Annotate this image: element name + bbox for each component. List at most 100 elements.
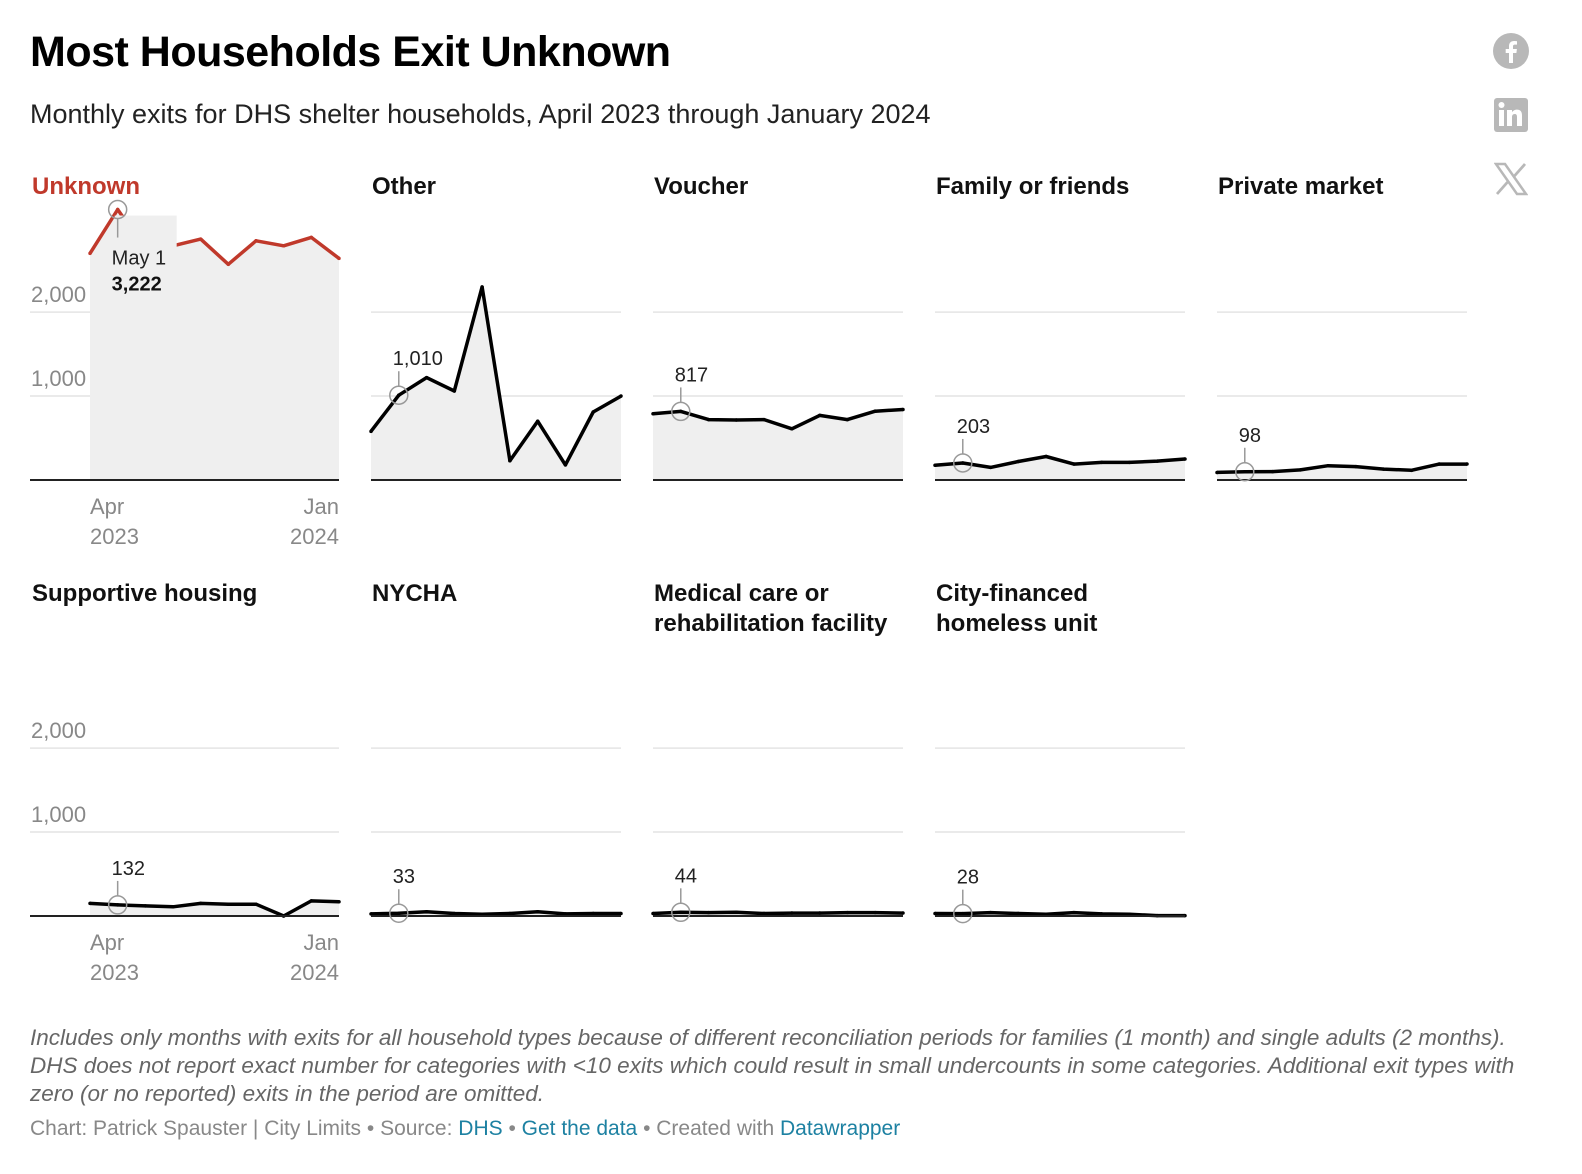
x-icon <box>1494 162 1528 196</box>
data-point <box>591 911 595 916</box>
data-point <box>651 411 655 416</box>
data-point <box>679 409 683 414</box>
x-share-button[interactable] <box>1492 160 1530 198</box>
panel-title: Family or friends <box>936 173 1130 200</box>
data-point <box>988 910 993 915</box>
x-tick-month: Apr <box>90 494 124 519</box>
data-point <box>901 911 905 915</box>
data-point <box>452 389 457 393</box>
data-point <box>1016 459 1021 464</box>
data-point <box>563 912 568 916</box>
x-tick-year: 2023 <box>90 960 139 985</box>
data-point <box>198 901 203 906</box>
data-point <box>115 903 120 907</box>
annotation-value: 33 <box>393 866 415 888</box>
x-tick-month: Apr <box>90 930 124 955</box>
data-point <box>1072 910 1076 915</box>
data-point <box>369 429 373 434</box>
facebook-share-button[interactable] <box>1492 32 1530 70</box>
data-point <box>706 417 711 422</box>
panel-title: Other <box>372 173 437 200</box>
data-point <box>226 902 231 906</box>
data-point <box>1354 464 1358 469</box>
annotation-value: 132 <box>112 858 145 880</box>
y-tick-label: 1,000 <box>31 366 86 391</box>
data-point <box>309 899 314 903</box>
panel-title: Unknown <box>32 173 140 200</box>
annotation-value: 1,010 <box>393 348 443 370</box>
annotation-value: 28 <box>957 867 979 889</box>
data-point <box>1072 462 1076 466</box>
data-point <box>1270 469 1275 474</box>
data-point <box>734 418 739 422</box>
data-point <box>254 902 258 906</box>
x-tick-year: 2024 <box>290 524 339 549</box>
data-point <box>1016 911 1021 916</box>
data-point <box>1243 470 1247 474</box>
x-tick-year: 2024 <box>290 960 339 985</box>
data-point <box>281 244 286 248</box>
annotation-value: 203 <box>957 416 990 438</box>
data-point <box>1465 462 1469 466</box>
data-point <box>933 463 937 468</box>
data-point <box>1099 460 1104 465</box>
data-point <box>988 465 993 470</box>
series-line <box>1216 462 1467 475</box>
series-line <box>369 285 622 467</box>
series-line <box>652 407 904 431</box>
x-tick-month: Jan <box>304 930 339 955</box>
data-point <box>337 256 341 261</box>
data-point <box>734 910 739 914</box>
data-point <box>535 910 540 914</box>
data-point <box>933 911 937 916</box>
annotation-value: 44 <box>675 865 697 887</box>
series-line <box>89 899 340 918</box>
data-point <box>1155 459 1159 463</box>
panel-title: Private market <box>1218 173 1384 200</box>
chart-notes: Includes only months with exits for all … <box>30 1025 1515 1106</box>
series-line <box>934 910 1185 918</box>
data-point <box>563 463 568 467</box>
data-point <box>198 237 203 241</box>
series-line <box>370 910 621 917</box>
linkedin-icon <box>1494 98 1528 132</box>
annotation-background <box>114 215 177 300</box>
data-point <box>845 910 850 915</box>
data-point <box>115 207 120 212</box>
series-line <box>934 454 1186 470</box>
x-tick-month: Jan <box>304 494 339 519</box>
chart-subtitle: Monthly exits for DHS shelter households… <box>30 99 931 129</box>
linkedin-share-button[interactable] <box>1492 96 1530 134</box>
y-tick-label: 2,000 <box>31 282 86 307</box>
y-tick-label: 2,000 <box>31 718 86 743</box>
data-point <box>1044 454 1048 459</box>
series-area <box>935 456 1185 480</box>
data-point <box>901 407 905 412</box>
data-point <box>480 285 484 289</box>
data-point <box>790 427 794 431</box>
data-point <box>424 375 429 380</box>
data-point <box>619 394 623 398</box>
panel-title: NYCHA <box>372 580 458 607</box>
data-point <box>762 417 766 422</box>
data-point <box>508 458 512 463</box>
data-point <box>619 911 623 916</box>
data-point <box>1381 467 1386 471</box>
annotation-date: May 1 <box>112 248 166 270</box>
data-point <box>508 911 512 916</box>
data-point <box>1326 463 1330 468</box>
get-the-data-link[interactable]: Get the data <box>521 1117 638 1140</box>
data-point <box>424 910 429 914</box>
data-point <box>226 262 231 267</box>
y-tick-label: 1,000 <box>31 802 86 827</box>
source-link[interactable]: DHS <box>458 1117 503 1140</box>
data-point <box>591 410 595 414</box>
annotation-value: 817 <box>675 364 708 386</box>
x-tick-year: 2023 <box>90 524 139 549</box>
series-area <box>1217 464 1467 480</box>
datawrapper-link[interactable]: Datawrapper <box>780 1117 901 1140</box>
data-point <box>845 417 850 422</box>
data-point <box>1127 460 1132 465</box>
data-point <box>535 419 540 423</box>
